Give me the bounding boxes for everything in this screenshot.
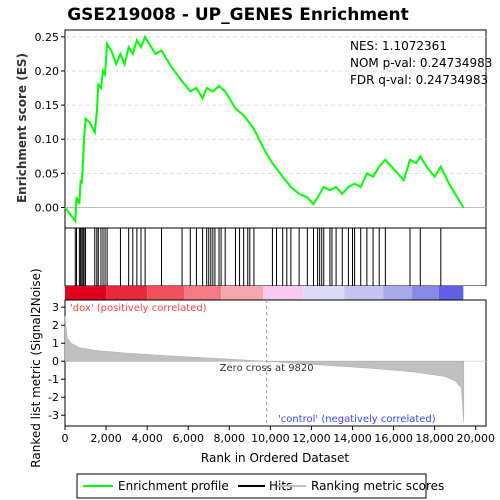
x-tick-label: 10,000 [251,432,290,445]
rank-heatmap-band [65,286,486,300]
metric-ytick-label: 2 [52,319,59,332]
x-tick-label: 6,000 [172,432,204,445]
es-ylabel: Enrichment score (ES) [15,53,29,203]
heatmap-segment [147,286,185,300]
es-panel: 0.000.050.100.150.200.25 NES: 1.1072361 … [15,29,492,229]
heatmap-segment [263,286,304,300]
es-ytick-label: 0.00 [35,202,60,215]
x-tick-label: 18,000 [415,432,454,445]
heatmap-segment [344,286,384,300]
metric-panel: Zero cross at 9820 'dox' (positively cor… [29,268,487,468]
hit-marks [74,228,442,286]
x-tick-label: 14,000 [333,432,372,445]
heatmap-tail [463,286,486,300]
x-tick-label: 0 [62,432,69,445]
zero-cross-label: Zero cross at 9820 [220,363,314,374]
nes-stat: NES: 1.1072361 [350,39,447,53]
x-tick-label: 8,000 [214,432,246,445]
metric-ytick-label: -1 [48,373,59,386]
es-gridlines [65,36,486,209]
es-ytick-label: 0.20 [35,65,60,78]
heatmap-segment [65,286,107,300]
es-ytick-label: 0.25 [35,31,60,44]
es-ytick-label: 0.15 [35,99,60,112]
heatmap-segment [303,286,345,300]
heatmap-segment [221,286,264,300]
metric-ylabel: Ranked list metric (Signal2Noise) [29,268,43,467]
heatmap-segment [184,286,222,300]
heatmap-segment [106,286,148,300]
es-ytick-label: 0.10 [35,133,60,146]
x-tick-label: 2,000 [90,432,122,445]
chart-title: GSE219008 - UP_GENES Enrichment [67,5,409,25]
metric-ytick-label: 0 [52,355,59,368]
heatmap-segment [383,286,413,300]
x-tick-label: 12,000 [292,432,331,445]
metric-ytick-label: 1 [52,337,59,350]
x-tick-label: 4,000 [131,432,163,445]
x-axis: 0 2,000 4,000 6,000 8,000 10,000 12,000 14,000 1… [62,426,495,445]
enrichment-profile-line [64,34,465,225]
fdr-stat: FDR q-val: 0.24734983 [350,73,488,87]
legend: Enrichment profile Hits Ranking metric s… [76,473,444,499]
positive-correlation-label: 'dox' (positively correlated) [70,303,207,314]
hits-frame [64,227,487,287]
es-plot-frame [64,29,487,229]
pval-stat: NOM p-val: 0.24734983 [350,56,492,70]
x-axis-label: Rank in Ordered Dataset [201,451,349,465]
metric-ytick-label: -3 [48,409,59,422]
es-ytick-label: 0.05 [35,167,60,180]
hits-panel [64,227,487,287]
heatmap-segment [412,286,439,300]
metric-ytick-label: 3 [52,301,59,314]
legend-label-ranking: Ranking metric scores [311,479,444,493]
es-yticks: 0.00 0.05 0.10 0.15 0.20 0.25 [35,31,65,215]
x-tick-label: 16,000 [374,432,413,445]
negative-correlation-label: 'control' (negatively correlated) [278,414,436,425]
legend-label-enrichment: Enrichment profile [118,479,229,493]
metric-yticks: -3 -2 -1 0 1 2 3 [48,301,65,422]
x-tick-label: 20,000 [456,432,495,445]
metric-ytick-label: -2 [48,391,59,404]
heatmap-segment [438,286,464,300]
